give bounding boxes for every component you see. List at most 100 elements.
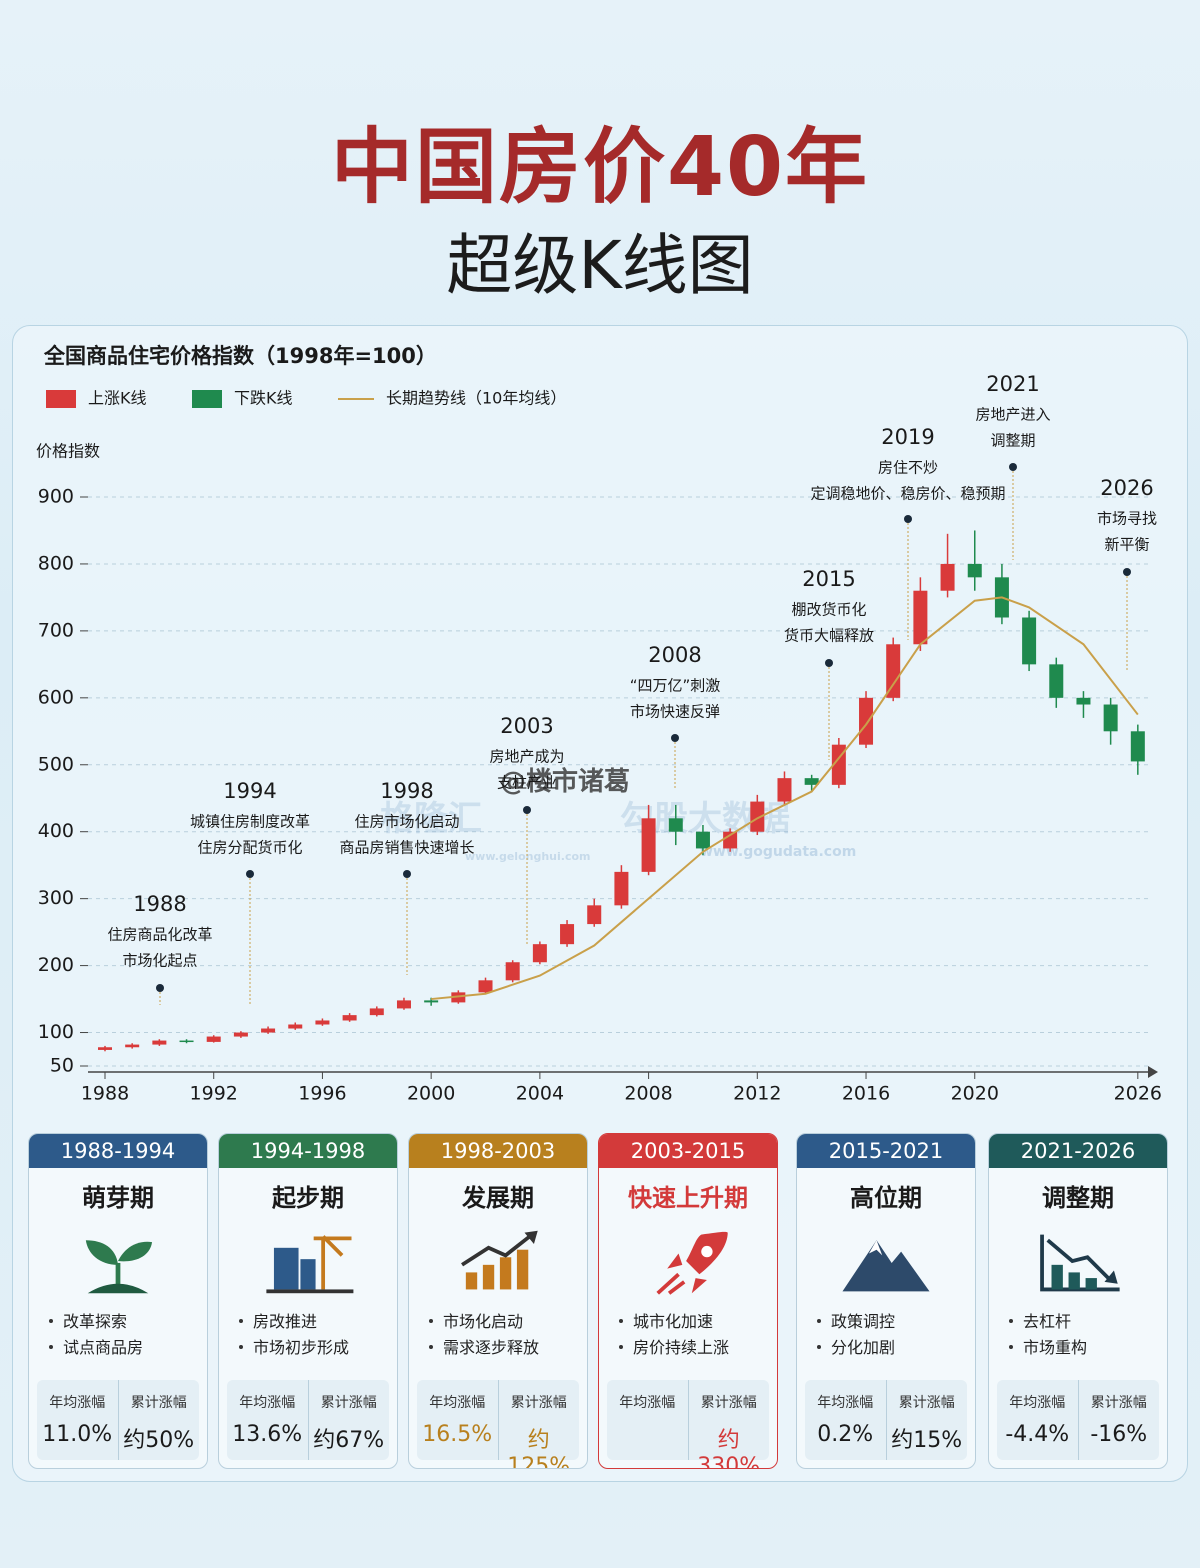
annotation-year: 2026 — [1100, 476, 1153, 500]
candle-body — [98, 1047, 112, 1050]
annotation-year: 1994 — [223, 779, 276, 803]
phase-stats: 年均涨幅 -4.4% 累计涨幅 -16% — [997, 1380, 1159, 1460]
annotation-text: 棚改货币化 — [791, 601, 866, 619]
candle-body — [560, 924, 575, 945]
stat-label: 年均涨幅 — [817, 1395, 874, 1411]
phase-point: 需求逐步释放 — [429, 1335, 587, 1361]
x-tick-label: 2012 — [733, 1083, 781, 1105]
candle-body — [396, 1000, 411, 1009]
y-tick-label: 100 — [38, 1021, 74, 1043]
candle-body — [859, 697, 874, 745]
stat-value: 16.5% — [422, 1422, 493, 1447]
annotation-dot — [403, 870, 411, 878]
y-tick-label: 50 — [50, 1055, 74, 1077]
annotation-text: 房地产进入 — [975, 406, 1050, 424]
y-axis-label: 价格指数 — [36, 442, 100, 461]
x-tick-label: 2020 — [951, 1083, 999, 1105]
stat-value: -16% — [1090, 1422, 1148, 1447]
annotation-dot — [825, 659, 833, 667]
annotation-text: 支柱产业 — [497, 774, 557, 792]
phase-point: 城市化加速 — [619, 1309, 777, 1335]
phase-points: 房改推进 市场初步形成 — [219, 1309, 397, 1361]
phase-stats: 年均涨幅 11.0% 累计涨幅 约50% — [37, 1380, 199, 1460]
stat: 年均涨幅 0.2% — [805, 1380, 886, 1460]
watermark: www.gogudata.com — [700, 844, 856, 860]
annotation-dot — [246, 870, 254, 878]
trend-line — [431, 596, 1139, 1001]
phase-point: 分化加剧 — [817, 1335, 975, 1361]
x-tick-label: 1992 — [190, 1083, 238, 1105]
y-tick-label: 800 — [38, 552, 74, 574]
phase-name: 萌芽期 — [82, 1184, 154, 1212]
annotation-text: 新平衡 — [1104, 536, 1149, 554]
y-tick-label: 700 — [38, 619, 74, 641]
annotation-text: 商品房销售快速增长 — [339, 839, 474, 857]
stat-label: 累计涨幅 — [700, 1395, 757, 1411]
stat-label: 累计涨幅 — [320, 1395, 377, 1411]
annotation-dot — [1009, 463, 1017, 471]
annotation-dot — [904, 515, 912, 523]
annotation-text: “四万亿”刺激 — [630, 677, 721, 695]
phase-icon — [85, 1240, 153, 1294]
annotation-text: 住房商品化改革 — [107, 926, 212, 944]
stat-label: 年均涨幅 — [619, 1395, 676, 1411]
annotation-year: 2015 — [802, 567, 855, 591]
candle-body — [940, 563, 955, 591]
annotation-year: 1988 — [133, 892, 186, 916]
stat: 年均涨幅 11.0% — [37, 1380, 118, 1460]
phase-period: 2003-2015 — [599, 1134, 777, 1168]
candle-body — [886, 644, 901, 698]
candle-body — [587, 905, 602, 925]
legend-label: 上涨K线 — [88, 389, 147, 408]
candle-body — [1022, 617, 1037, 665]
candle-body — [206, 1036, 221, 1042]
stat-value: -4.4% — [1005, 1422, 1070, 1447]
stat-label: 累计涨幅 — [1090, 1395, 1147, 1411]
candle-body — [967, 563, 982, 578]
x-tick-label: 2000 — [407, 1083, 455, 1105]
candle-body — [152, 1040, 167, 1045]
candle-body — [478, 980, 493, 993]
phase-card: 1994-1998 起步期 房改推进 市场初步形成 年均涨幅 13.6% 累计涨幅 约67% — [218, 1133, 398, 1469]
x-tick-label: 2004 — [516, 1083, 564, 1105]
candle-body — [233, 1032, 248, 1037]
annotation-year: 1998 — [380, 779, 433, 803]
watermark: @楼市诸葛 — [500, 766, 630, 797]
phase-points: 去杠杆 市场重构 — [989, 1309, 1167, 1361]
phase-card: 1988-1994 萌芽期 改革探索 试点商品房 年均涨幅 11.0% 累计涨幅 约50% — [28, 1133, 208, 1469]
x-tick-label: 1988 — [81, 1083, 129, 1105]
annotation-text: 市场化起点 — [122, 952, 197, 970]
phase-card: 2003-2015 快速上升期 城市化加速 房价持续上涨 年均涨幅 累计涨幅 约330% — [598, 1133, 778, 1469]
candle-body — [1130, 731, 1145, 762]
stat-value: 约125% — [507, 1428, 571, 1469]
annotation-text: 调整期 — [990, 432, 1035, 450]
annotation-text: 定调稳地价、稳房价、稳预期 — [810, 485, 1005, 503]
stat-value: 0.2% — [817, 1422, 874, 1447]
candle-body — [668, 818, 683, 832]
chart: 全国商品住宅价格指数（1998年=100） 价格指数 上涨K线 下跌K线 长期趋势线… — [36, 344, 1162, 1105]
annotation-dot — [156, 984, 164, 992]
stat: 累计涨幅 约50% — [117, 1380, 200, 1460]
candle-body — [288, 1024, 303, 1029]
stat: 累计涨幅 -16% — [1077, 1380, 1160, 1460]
candle-body — [1049, 664, 1064, 698]
phase-points: 改革探索 试点商品房 — [29, 1309, 207, 1361]
candle-body — [369, 1008, 384, 1016]
phase-card: 2015-2021 高位期 政策调控 分化加剧 年均涨幅 0.2% 累计涨幅 约15% — [796, 1133, 976, 1469]
stat: 年均涨幅 — [607, 1380, 688, 1460]
candle-body — [342, 1015, 357, 1021]
phase-point: 市场重构 — [1009, 1335, 1167, 1361]
phase-point: 房价持续上涨 — [619, 1335, 777, 1361]
phase-point: 政策调控 — [817, 1309, 975, 1335]
stat-label: 累计涨幅 — [130, 1395, 187, 1411]
y-tick-label: 500 — [38, 753, 74, 775]
legend-label: 下跌K线 — [234, 389, 293, 408]
phase-icon — [266, 1235, 354, 1294]
candle-body — [261, 1028, 276, 1033]
page-title: 中国房价40年 — [330, 120, 870, 215]
candle-body — [424, 1000, 439, 1003]
phase-period: 1998-2003 — [409, 1134, 587, 1168]
phase-card: 2021-2026 调整期 去杠杆 市场重构 年均涨幅 -4.4% 累计涨幅 -16% — [988, 1133, 1168, 1469]
stat-value: 约67% — [313, 1428, 385, 1453]
annotation-year: 2021 — [986, 372, 1039, 396]
